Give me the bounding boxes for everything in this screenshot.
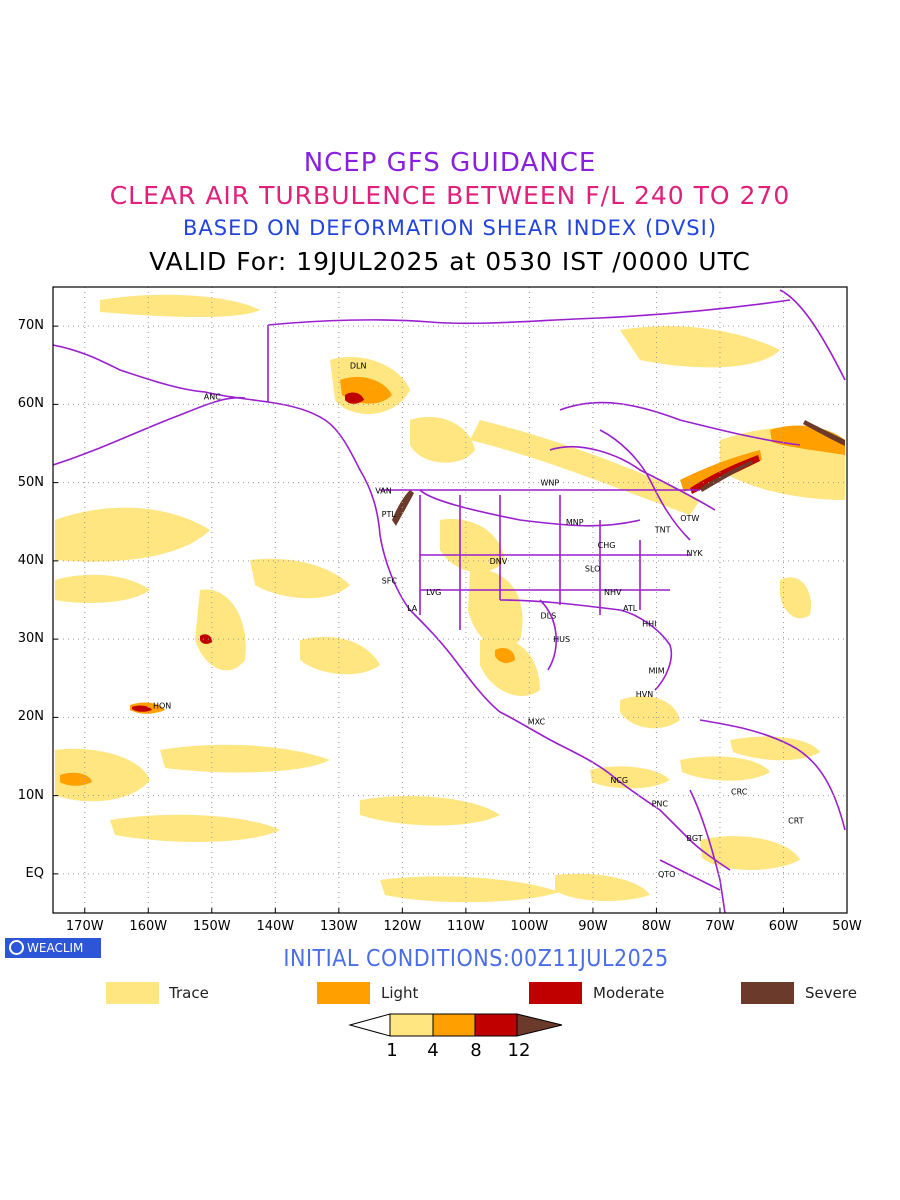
longitude-label: 140W [256,919,295,934]
city-label-lvg: LVG [426,588,441,597]
colorbar-segment-trace [389,1013,434,1037]
latitude-label: 10N [17,787,44,803]
legend-swatch-moderate [529,982,582,1004]
city-label-atl: ATL [623,604,638,613]
city-label-hus: HUS [553,635,570,644]
city-label-sfc: SFC [382,576,398,585]
city-label-crc: CRC [731,788,748,797]
colorbar-segment-light [432,1013,476,1037]
colorbar [348,1013,563,1037]
logo-text: WEACLIM [27,941,84,955]
legend-swatch-severe [741,982,794,1004]
city-label-anc: ANC [204,393,221,402]
city-label-crt: CRT [788,817,804,826]
city-label-ptl: PTL [382,510,397,519]
latitude-label: 60N [17,396,44,412]
longitude-label: 50W [832,919,862,934]
colorbar-high-arrow [516,1013,563,1037]
city-label-wnp: WNP [540,479,559,488]
severe-turbulence-areas [392,420,845,526]
city-label-mim: MIM [648,666,664,675]
longitude-label: 130W [319,919,358,934]
colorbar-tick: 8 [470,1040,482,1061]
colorbar-tick: 12 [507,1040,531,1061]
city-label-dnv: DNV [490,557,508,566]
city-label-nhv: NHV [604,588,622,597]
legend-swatch-trace [106,982,159,1004]
city-label-van: VAN [375,486,391,495]
city-label-otw: OTW [680,514,699,523]
latitude-label: 30N [17,631,44,647]
city-label-bgt: BGT [687,834,703,843]
longitude-label: 70W [705,919,735,934]
city-label-pnc: PNC [652,799,669,808]
longitude-label: 100W [510,919,549,934]
map-frame [52,286,848,914]
city-label-mnp: MNP [566,518,584,527]
legend-swatch-light [317,982,370,1004]
city-label-chg: CHG [598,541,616,550]
city-label-hon: HON [153,702,171,711]
longitude-label: 90W [578,919,608,934]
colorbar-segment-moderate [474,1013,518,1037]
city-label-tnt: TNT [654,526,671,535]
legend-label-severe: Severe [805,984,857,1002]
weaclim-logo: WEACLIM [5,938,101,958]
initial-conditions-label: INITIAL CONDITIONS:00Z11JUL2025 [283,946,669,972]
longitude-label: 80W [641,919,672,934]
city-label-hhi: HHI [642,619,656,628]
colorbar-tick: 1 [386,1040,398,1061]
city-label-nyk: NYK [687,549,704,558]
city-label-qto: QTO [658,870,675,879]
longitude-label: 110W [447,919,485,934]
longitude-label: 150W [192,919,231,934]
city-label-mxc: MXC [528,717,546,726]
latitude-label: EQ [25,865,44,881]
latitude-label: 70N [17,318,44,334]
coastlines-and-borders [53,289,846,913]
longitude-label: 170W [65,919,104,934]
logo-circle-icon [9,940,24,955]
legend-label-moderate: Moderate [593,984,665,1002]
valid-time: VALID For: 19JUL2025 at 0530 IST /0000 U… [149,247,751,276]
colorbar-tick: 4 [427,1040,439,1061]
city-label-hvn: HVN [636,690,653,699]
city-label-la: LA [407,604,418,613]
latitude-label: 40N [17,552,44,568]
city-label-dls: DLS [540,612,556,621]
city-label-slo: SLO [585,565,601,574]
longitude-label: 120W [383,919,422,934]
latitude-label: 20N [17,709,44,725]
product-title: CLEAR AIR TURBULENCE BETWEEN F/L 240 TO … [109,181,791,210]
map-title: NCEP GFS GUIDANCE [303,148,597,178]
city-label-dln: DLN [350,361,367,370]
city-markers: ANC DLN VAN PTL SFC LA LVG DNV WNP MNP CHG SLO NHV DL… [153,361,804,879]
longitude-label: 160W [129,919,168,934]
method-subtitle: BASED ON DEFORMATION SHEAR INDEX (DVSI) [182,216,718,240]
legend-label-trace: Trace [169,984,209,1002]
latitude-label: 50N [17,474,44,490]
city-label-ncg: NCG [610,776,628,785]
legend-label-light: Light [381,984,419,1002]
longitude-label: 60W [768,919,799,934]
colorbar-low-arrow [348,1013,391,1037]
